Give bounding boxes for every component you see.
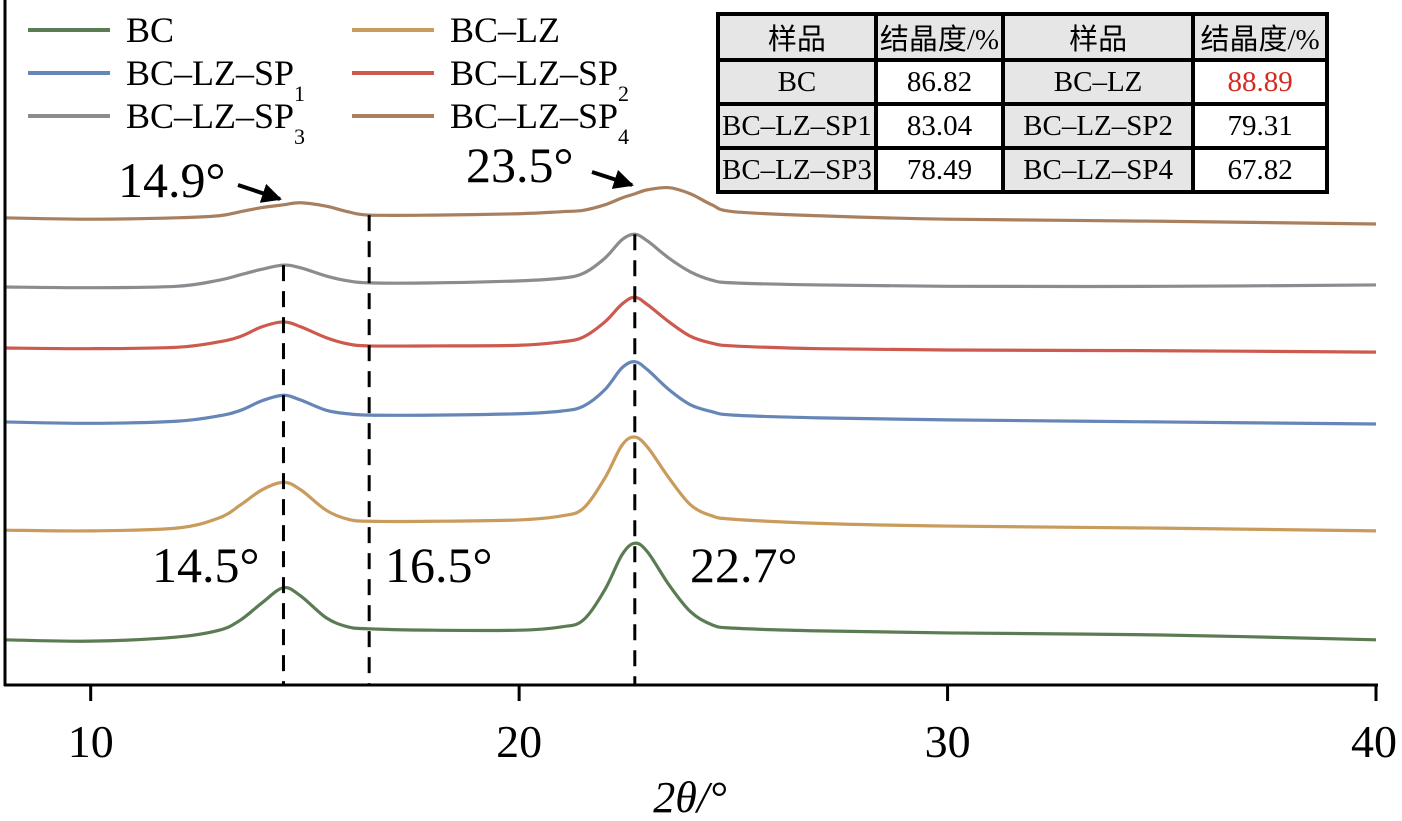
x-axis-label: 2θ/° (653, 773, 726, 821)
x-ticks: 10 20 30 40 (68, 685, 1397, 767)
table-row: BC 86.82 BC–LZ 88.89 (716, 58, 1330, 106)
peak-annotation: 14.9° (118, 152, 226, 208)
legend-subscript: 2 (618, 81, 629, 106)
cell-sample: BC–LZ–SP2 (1001, 102, 1196, 150)
x-tick-label: 10 (68, 716, 114, 767)
cell-sample: BC–LZ–SP3 (716, 146, 878, 194)
peak-annotation: 16.5° (385, 537, 493, 593)
series-line-bc (4, 541, 1377, 643)
cell-value: 79.31 (1191, 102, 1330, 150)
x-tick-label: 40 (1351, 716, 1397, 767)
table-row: BC–LZ–SP3 78.49 BC–LZ–SP4 67.82 (716, 146, 1330, 194)
series-line-bc-lz (4, 435, 1377, 533)
header-crystallinity: 结晶度/% (1191, 12, 1330, 62)
legend-label: BC (126, 10, 174, 50)
table-row: BC–LZ–SP1 83.04 BC–LZ–SP2 79.31 (716, 102, 1330, 150)
cell-sample: BC (716, 58, 878, 106)
header-crystallinity: 结晶度/% (873, 12, 1006, 62)
series-curves (4, 185, 1377, 643)
arrow-icon (237, 183, 282, 203)
legend-label: BC–LZ (450, 10, 560, 50)
table-header-row: 样品 结晶度/% 样品 结晶度/% (716, 12, 1330, 62)
reference-lines (281, 215, 637, 685)
legend-subscript: 1 (294, 81, 305, 106)
cell-value: 78.49 (873, 146, 1006, 194)
series-line-bc-lz-sp1 (4, 360, 1377, 426)
x-tick-label: 20 (496, 716, 542, 767)
legend-subscript: 4 (618, 124, 629, 149)
series-line-bc-lz-sp3 (4, 232, 1377, 290)
cell-value-highlight: 88.89 (1191, 58, 1330, 106)
cell-value: 67.82 (1191, 146, 1330, 194)
series-line-bc-lz-sp2 (4, 295, 1377, 354)
cell-value: 86.82 (873, 58, 1006, 106)
cell-sample: BC–LZ (1001, 58, 1196, 106)
header-sample: 样品 (716, 12, 878, 62)
arrow-icon (591, 169, 634, 189)
peak-annotation: 22.7° (690, 537, 798, 593)
series-line-bc-lz-sp4 (4, 185, 1377, 226)
cell-sample: BC–LZ–SP1 (716, 102, 878, 150)
peak-annotation: 14.5° (152, 537, 260, 593)
cell-sample: BC–LZ–SP4 (1001, 146, 1196, 194)
annotations: 14.9° 23.5° 14.5° 16.5° 22.7° (118, 137, 798, 593)
legend-subscript: 3 (294, 124, 305, 149)
peak-annotation: 23.5° (466, 137, 574, 193)
crystallinity-table: 样品 结晶度/% 样品 结晶度/% BC 86.82 BC–LZ 88.89 B… (716, 12, 1330, 194)
x-tick-label: 30 (925, 716, 971, 767)
legend: BC BC–LZBC–LZ–SP1BC–LZ–SP2BC–LZ–SP3BC–LZ–… (28, 10, 629, 149)
legend-label: BC–LZ–SP3 (126, 96, 305, 149)
header-sample: 样品 (1001, 12, 1196, 62)
cell-value: 83.04 (873, 102, 1006, 150)
